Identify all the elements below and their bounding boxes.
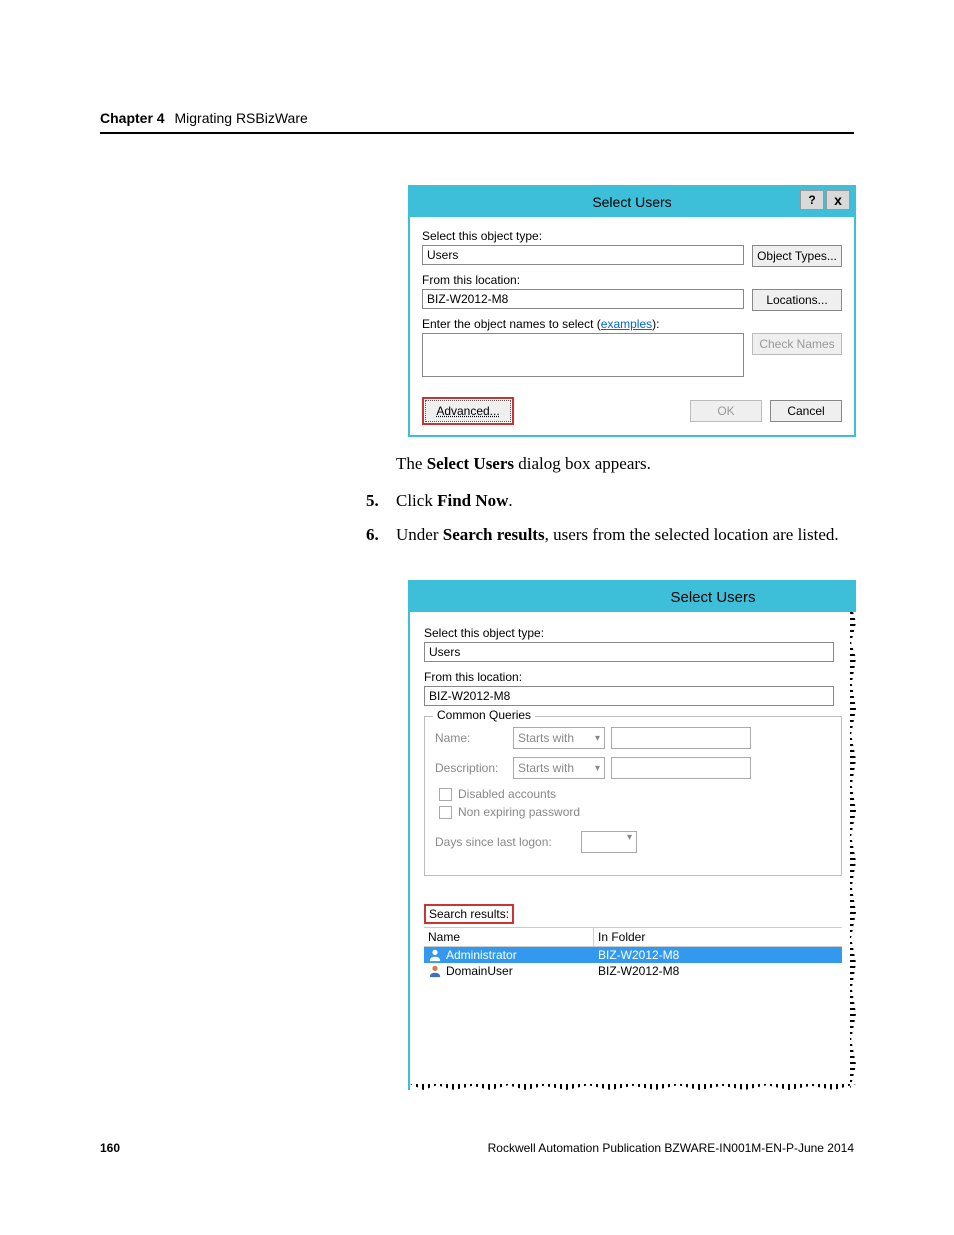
disabled-accounts-row[interactable]: Disabled accounts	[439, 787, 831, 801]
name-match-select[interactable]: Starts with▾	[513, 727, 605, 749]
days-since-logon-label: Days since last logon:	[435, 835, 575, 849]
object-names-label: Enter the object names to select (exampl…	[422, 317, 842, 331]
table-row[interactable]: AdministratorBIZ-W2012-M8	[424, 947, 842, 963]
search-results-label: Search results:	[429, 907, 509, 921]
close-icon: x	[834, 192, 842, 208]
name-query-input[interactable]	[611, 727, 751, 749]
dialog-footer: Advanced... OK Cancel	[410, 393, 854, 435]
name-query-label: Name:	[435, 731, 507, 745]
dialog2-body: Select this object type: Users From this…	[410, 612, 856, 979]
advanced-button[interactable]: Advanced...	[425, 400, 511, 422]
non-expiring-row[interactable]: Non expiring password	[439, 805, 831, 819]
help-icon: ?	[808, 193, 815, 207]
locations-button[interactable]: Locations...	[752, 289, 842, 311]
search-results-highlight: Search results:	[424, 904, 514, 924]
object-type-label-2: Select this object type:	[424, 626, 842, 640]
select-users-dialog-advanced: Select Users Select this object type: Us…	[408, 580, 856, 1090]
step-6: 6. Under Search results, users from the …	[366, 522, 856, 548]
advanced-highlight: Advanced...	[422, 397, 514, 425]
object-types-button[interactable]: Object Types...	[752, 245, 842, 267]
object-type-field-2: Users	[424, 642, 834, 662]
chevron-down-icon: ▾	[595, 763, 600, 774]
object-type-label: Select this object type:	[422, 229, 842, 243]
dialog-body: Select this object type: Users Object Ty…	[410, 217, 854, 393]
disabled-accounts-label: Disabled accounts	[458, 787, 556, 801]
chevron-down-icon: ▾	[627, 832, 632, 843]
disabled-accounts-checkbox[interactable]	[439, 788, 452, 801]
location-field-2: BIZ-W2012-M8	[424, 686, 834, 706]
description-match-select[interactable]: Starts with▾	[513, 757, 605, 779]
non-expiring-checkbox[interactable]	[439, 806, 452, 819]
dialog-titlebar: Select Users ? x	[410, 187, 854, 217]
publication-info: Rockwell Automation Publication BZWARE-I…	[488, 1141, 854, 1155]
step-list: 5. Click Find Now. 6. Under Search resul…	[366, 488, 856, 557]
chapter-line: Chapter 4 Migrating RSBizWare	[100, 110, 854, 134]
chapter-number: Chapter 4	[100, 110, 165, 126]
search-results-table: Name In Folder AdministratorBIZ-W2012-M8…	[424, 927, 842, 979]
description-query-row: Description: Starts with▾	[435, 757, 831, 779]
dialog-title: Select Users	[592, 194, 671, 210]
ok-button[interactable]: OK	[690, 400, 762, 422]
step-5: 5. Click Find Now.	[366, 488, 856, 514]
location-label: From this location:	[422, 273, 842, 287]
location-label-2: From this location:	[424, 670, 842, 684]
cancel-button[interactable]: Cancel	[770, 400, 842, 422]
days-since-logon-row: Days since last logon: ▾	[435, 831, 831, 853]
days-since-logon-select[interactable]: ▾	[581, 831, 637, 853]
check-names-button[interactable]: Check Names	[752, 333, 842, 355]
user-icon	[428, 964, 442, 978]
examples-link[interactable]: examples	[601, 317, 652, 331]
page-header: Chapter 4 Migrating RSBizWare	[100, 110, 854, 134]
non-expiring-label: Non expiring password	[458, 805, 580, 819]
page-footer: 160 Rockwell Automation Publication BZWA…	[100, 1141, 854, 1155]
chapter-title: Migrating RSBizWare	[174, 110, 307, 126]
torn-edge-bottom	[410, 1084, 856, 1090]
chevron-down-icon: ▾	[595, 733, 600, 744]
body-paragraph: The Select Users dialog box appears.	[396, 451, 836, 477]
user-icon	[428, 948, 442, 962]
object-type-field: Users	[422, 245, 744, 265]
dialog2-titlebar: Select Users	[410, 582, 856, 612]
close-button[interactable]: x	[826, 190, 850, 210]
description-query-input[interactable]	[611, 757, 751, 779]
help-button[interactable]: ?	[800, 190, 824, 210]
column-name-header[interactable]: Name	[424, 928, 594, 946]
object-names-input[interactable]	[422, 333, 744, 377]
results-rows-container: AdministratorBIZ-W2012-M8DomainUserBIZ-W…	[424, 947, 842, 979]
results-header: Name In Folder	[424, 927, 842, 947]
name-query-row: Name: Starts with▾	[435, 727, 831, 749]
location-field: BIZ-W2012-M8	[422, 289, 744, 309]
page-number: 160	[100, 1141, 120, 1155]
table-row[interactable]: DomainUserBIZ-W2012-M8	[424, 963, 842, 979]
dialog2-title: Select Users	[670, 589, 755, 606]
fieldset-legend: Common Queries	[433, 708, 535, 722]
description-query-label: Description:	[435, 761, 507, 775]
column-folder-header[interactable]: In Folder	[594, 928, 842, 946]
select-users-dialog-basic: Select Users ? x Select this object type…	[408, 185, 856, 437]
common-queries-fieldset: Common Queries Name: Starts with▾ Descri…	[424, 716, 842, 876]
